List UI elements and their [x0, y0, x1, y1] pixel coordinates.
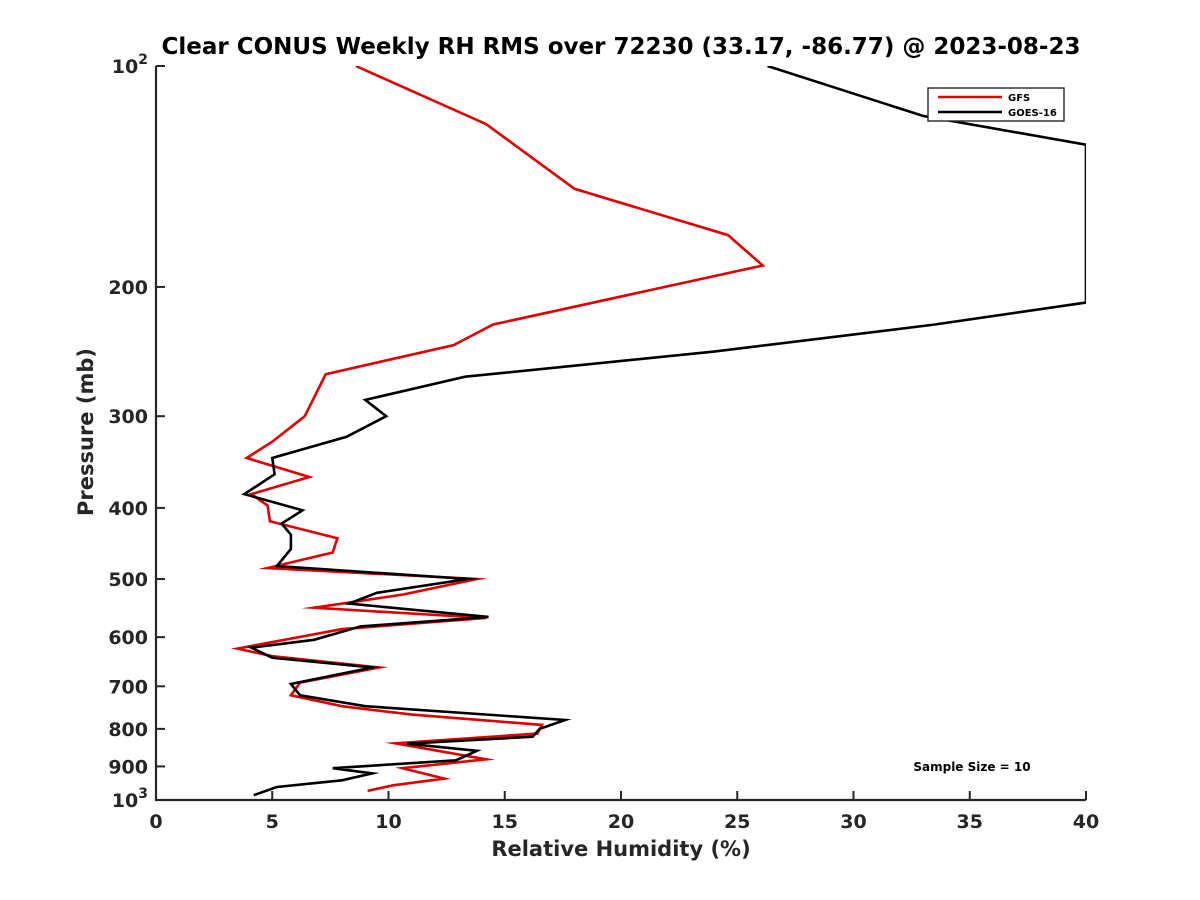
x-axis-ticks: 0 5 10 15 20 25 30 35 40	[149, 791, 1099, 833]
y-tick-label: 103	[112, 786, 148, 812]
y-axis-label: Pressure (mb)	[74, 348, 98, 516]
plot-axes	[154, 66, 1086, 802]
x-tick-label: 20	[608, 811, 634, 833]
series-line-gfs	[230, 66, 766, 793]
legend-label-goes-16: GOES-16	[1008, 108, 1057, 119]
y-tick-label: 800	[108, 719, 148, 741]
series-group	[230, 66, 1086, 797]
y-tick-label: 900	[108, 756, 148, 778]
x-tick-label: 35	[957, 811, 983, 833]
x-tick-label: 25	[724, 811, 750, 833]
legend: GFS GOES-16	[927, 87, 1065, 122]
y-tick-label: 600	[108, 627, 148, 649]
chart-title: Clear CONUS Weekly RH RMS over 72230 (33…	[162, 34, 1081, 60]
y-tick-label: 200	[108, 277, 148, 299]
axis-lines	[154, 66, 1086, 802]
x-tick-label: 30	[840, 811, 866, 833]
legend-label-gfs: GFS	[1008, 93, 1030, 104]
x-tick-label: 0	[149, 811, 162, 833]
x-axis-label: Relative Humidity (%)	[491, 837, 750, 861]
y-tick-label: 700	[108, 676, 148, 698]
x-tick-label: 40	[1073, 811, 1099, 833]
y-axis-ticks: 102 200 300 400 500 600 700 800 900 103	[108, 52, 165, 812]
legend-box	[927, 87, 1065, 122]
x-tick-label: 10	[375, 811, 401, 833]
x-tick-label: 5	[266, 811, 279, 833]
sample-size-annotation: Sample Size = 10	[913, 760, 1030, 774]
x-tick-label: 15	[492, 811, 518, 833]
series-line-goes-16	[241, 66, 1086, 797]
y-tick-label: 102	[112, 52, 148, 78]
y-tick-label: 500	[108, 569, 148, 591]
y-tick-label: 400	[108, 498, 148, 520]
y-tick-label: 300	[108, 406, 148, 428]
